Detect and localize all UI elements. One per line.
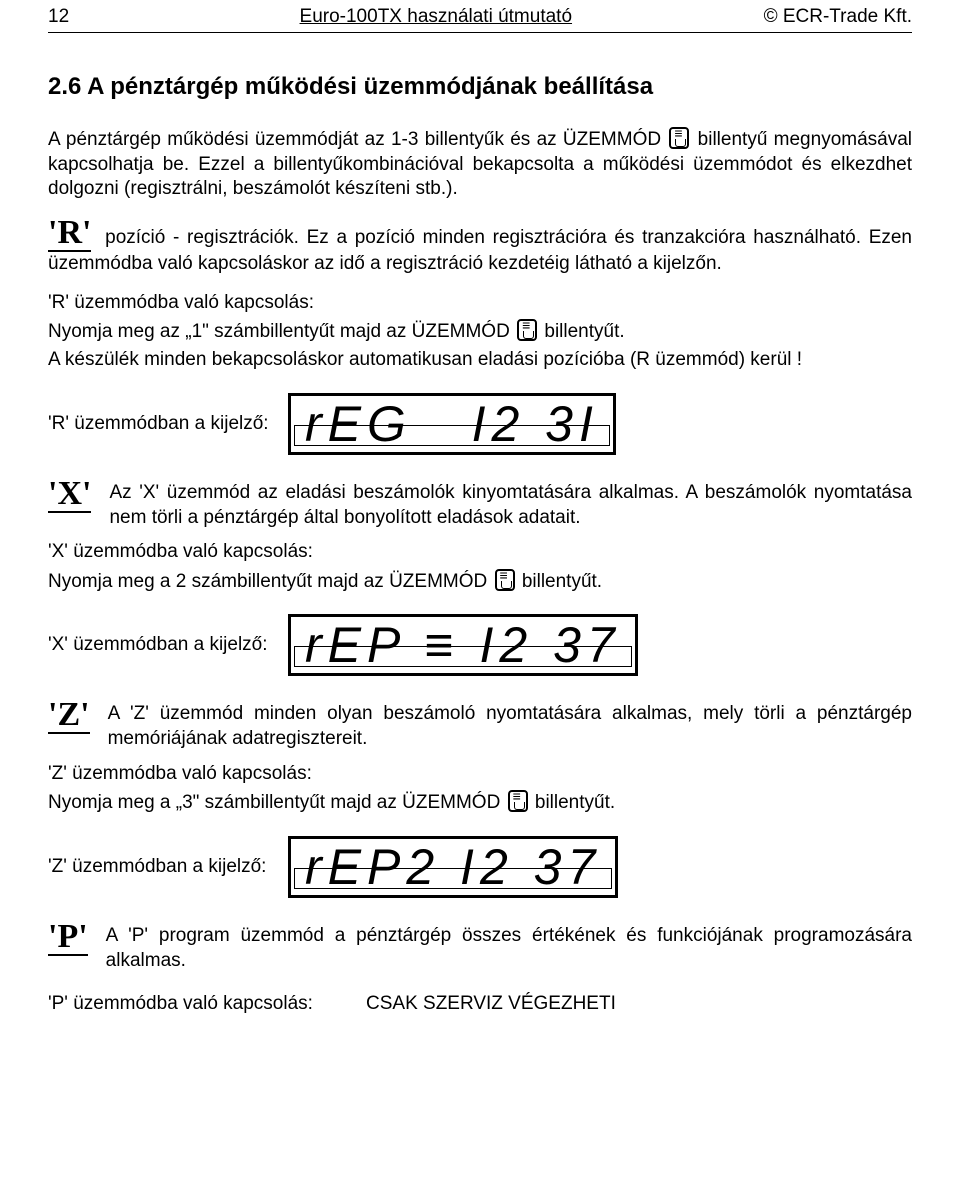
mode-key-icon (508, 790, 528, 812)
lcd-text-x: rEP ≡ I2 37 (305, 617, 621, 673)
z-display-label: 'Z' üzemmódban a kijelző: (48, 856, 288, 878)
x-display-label: 'X' üzemmódban a kijelző: (48, 634, 288, 656)
p-mode-block: 'P' A 'P' program üzemmód a pénztárgép ö… (48, 924, 912, 973)
r-switch-a: Nyomja meg az „1" számbillentyűt majd az… (48, 321, 515, 342)
mode-letter-z: 'Z' (48, 698, 90, 734)
p-desc-text: A 'P' program üzemmód a pénztárgép össze… (106, 924, 912, 973)
header-copyright: © ECR-Trade Kft. (764, 6, 912, 28)
z-switch-line: Nyomja meg a „3" számbillentyűt majd az … (48, 790, 912, 816)
r-switch-line: Nyomja meg az „1" számbillentyűt majd az… (48, 319, 912, 344)
section-title: 2.6 A pénztárgép működési üzemmódjának b… (48, 73, 912, 101)
r-switch-b: billentyűt. (544, 321, 624, 342)
lcd-display-r: rEG I2 3I (288, 393, 616, 455)
mode-key-icon (669, 127, 689, 149)
page-header: 12 Euro-100TX használati útmutató © ECR-… (48, 0, 912, 33)
z-switch-title: 'Z' üzemmódba való kapcsolás: (48, 762, 912, 786)
r-desc-text: pozíció - regisztrációk. Ez a pozíció mi… (48, 227, 912, 274)
mode-letter-r: 'R' (48, 216, 91, 252)
lcd-display-x: rEP ≡ I2 37 (288, 614, 638, 676)
x-desc-text: Az 'X' üzemmód az eladási beszámolók kin… (109, 481, 912, 530)
page-number: 12 (48, 6, 108, 28)
lcd-text-r: rEG I2 3I (305, 396, 599, 452)
z-switch-a: Nyomja meg a „3" számbillentyűt majd az … (48, 792, 506, 813)
x-display-row: 'X' üzemmódban a kijelző: rEP ≡ I2 37 (48, 614, 912, 676)
z-mode-block: 'Z' A 'Z' üzemmód minden olyan beszámoló… (48, 702, 912, 751)
z-display-row: 'Z' üzemmódban a kijelző: rEP2 I2 37 (48, 836, 912, 898)
mode-key-icon (517, 319, 537, 341)
header-title: Euro-100TX használati útmutató (108, 6, 764, 28)
x-switch-a: Nyomja meg a 2 számbillentyűt majd az ÜZ… (48, 571, 487, 592)
z-desc-text: A 'Z' üzemmód minden olyan beszámoló nyo… (108, 702, 912, 751)
lcd-text-z: rEP2 I2 37 (305, 839, 601, 895)
z-switch-b: billentyűt. (535, 792, 615, 813)
r-display-label: 'R' üzemmódban a kijelző: (48, 413, 288, 435)
p-switch-label: 'P' üzemmódba való kapcsolás: (48, 993, 358, 1015)
x-switch-title: 'X' üzemmódba való kapcsolás: (48, 540, 912, 564)
x-switch-line: Nyomja meg a 2 számbillentyűt majd az ÜZ… (48, 569, 912, 595)
x-switch-b: billentyűt. (522, 571, 602, 592)
x-mode-block: 'X' Az 'X' üzemmód az eladási beszámolók… (48, 481, 912, 530)
r-auto-line: A készülék minden bekapcsoláskor automat… (48, 348, 912, 373)
mode-letter-p: 'P' (48, 920, 88, 956)
p-switch-value: CSAK SZERVIZ VÉGEZHETI (366, 993, 616, 1015)
mode-key-icon (495, 569, 515, 591)
intro-paragraph: A pénztárgép működési üzemmódját az 1-3 … (48, 127, 912, 202)
r-switch-title: 'R' üzemmódba való kapcsolás: (48, 291, 912, 315)
p-switch-row: 'P' üzemmódba való kapcsolás: CSAK SZERV… (48, 993, 912, 1015)
mode-letter-x: 'X' (48, 477, 91, 513)
intro-part1: A pénztárgép működési üzemmódját az 1-3 … (48, 129, 661, 150)
r-mode-desc: 'R' pozíció - regisztrációk. Ez a pozíci… (48, 216, 912, 277)
r-display-row: 'R' üzemmódban a kijelző: rEG I2 3I (48, 393, 912, 455)
lcd-display-z: rEP2 I2 37 (288, 836, 618, 898)
